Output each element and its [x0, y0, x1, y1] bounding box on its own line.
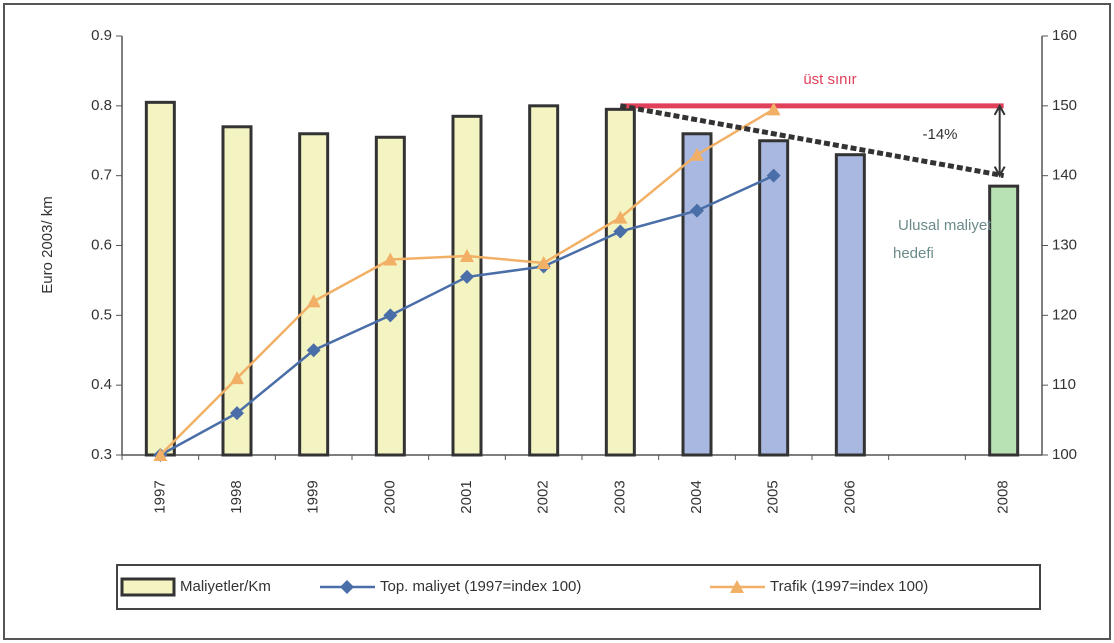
y-tick-label: 0.8	[91, 97, 112, 114]
bar	[604, 107, 636, 457]
y-axis-label: Euro 2003/ km	[39, 196, 56, 294]
upper-limit-label: üst sınır	[803, 71, 856, 88]
bar	[144, 100, 176, 457]
y2-tick-label: 110	[1052, 376, 1076, 393]
x-tick-label: 2004	[688, 480, 705, 513]
y-tick-label: 0.3	[91, 446, 112, 463]
legend-marker	[730, 580, 744, 593]
marker	[460, 269, 474, 284]
x-tick-label: 2001	[458, 480, 475, 513]
x-tick-label: 2002	[535, 480, 552, 513]
marker	[690, 203, 704, 218]
marker	[306, 343, 321, 358]
x-tick-label: 2000	[381, 480, 398, 513]
marker	[766, 102, 781, 116]
y2-tick-label: 130	[1052, 236, 1077, 253]
y2-tick-label: 140	[1052, 167, 1077, 184]
legend-box	[116, 564, 1041, 610]
change-label: -14%	[922, 126, 957, 143]
bar	[834, 153, 866, 457]
legend-label: Trafik (1997=index 100)	[770, 578, 928, 595]
y2-tick-label: 150	[1052, 97, 1077, 114]
target-line	[619, 103, 1005, 179]
legend-marker	[340, 580, 354, 594]
bar	[221, 125, 253, 457]
bar	[374, 135, 406, 457]
x-tick-label: 2003	[611, 480, 628, 513]
x-tick-label: 1999	[305, 480, 322, 513]
marker	[613, 210, 628, 224]
marker	[153, 448, 168, 461]
marker	[383, 308, 398, 323]
x-tick-label: 2006	[841, 480, 858, 513]
marker	[460, 248, 474, 262]
legend-label: Maliyetler/Km	[180, 578, 271, 595]
bar	[988, 184, 1020, 457]
x-tick-label: 1998	[228, 480, 245, 513]
target-label: Ulusal maliyet hedefi	[893, 217, 992, 262]
y-tick-label: 0.4	[91, 376, 112, 393]
marker	[306, 294, 321, 308]
marker	[230, 406, 244, 421]
arrow-head	[993, 166, 1006, 178]
bar	[451, 114, 483, 457]
legend-label: Top. maliyet (1997=index 100)	[380, 578, 581, 595]
y-tick-label: 0.7	[91, 167, 112, 184]
marker	[613, 224, 628, 239]
x-tick-label: 1997	[151, 480, 168, 513]
y2-tick-label: 100	[1052, 446, 1077, 463]
marker	[230, 371, 244, 385]
x-tick-label: 2005	[765, 480, 782, 513]
bar	[681, 132, 713, 457]
legend-swatch	[120, 577, 176, 597]
bar	[758, 139, 790, 457]
y-tick-label: 0.9	[91, 27, 112, 44]
y2-tick-label: 120	[1052, 306, 1077, 323]
arrow-head	[993, 103, 1006, 116]
marker	[690, 147, 704, 161]
y-tick-label: 0.5	[91, 306, 112, 323]
marker	[766, 168, 781, 183]
x-tick-label: 2008	[995, 480, 1012, 513]
bar	[528, 104, 560, 457]
marker	[536, 255, 551, 269]
y2-tick-label: 160	[1052, 27, 1077, 44]
marker	[383, 252, 398, 266]
y-tick-label: 0.6	[91, 236, 112, 253]
